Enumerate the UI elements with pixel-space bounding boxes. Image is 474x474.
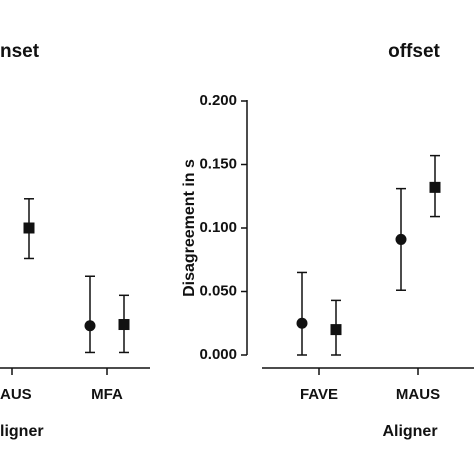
panel-title: nset (0, 41, 40, 62)
point (330, 324, 342, 336)
y-tick-label: 0.000 (199, 346, 237, 363)
point (84, 320, 96, 332)
x-tick-label: AUS (0, 386, 32, 403)
y-tick-label: 0.050 (199, 282, 237, 299)
x-tick-label: MFA (91, 386, 123, 403)
point (23, 222, 35, 234)
y-tick-label: 0.200 (199, 92, 237, 109)
y-axis-label: Disagreement in s (181, 159, 198, 297)
point (429, 181, 441, 193)
x-axis-label: ligner (0, 423, 44, 440)
x-axis-label: Aligner (382, 423, 437, 440)
point (296, 317, 308, 329)
point (395, 233, 407, 245)
panel-title: offset (388, 41, 440, 62)
x-tick-label: FAVE (300, 386, 338, 403)
y-tick-label: 0.150 (199, 155, 237, 172)
y-tick-label: 0.100 (199, 219, 237, 236)
point (118, 319, 130, 331)
x-tick-label: MAUS (396, 386, 440, 403)
